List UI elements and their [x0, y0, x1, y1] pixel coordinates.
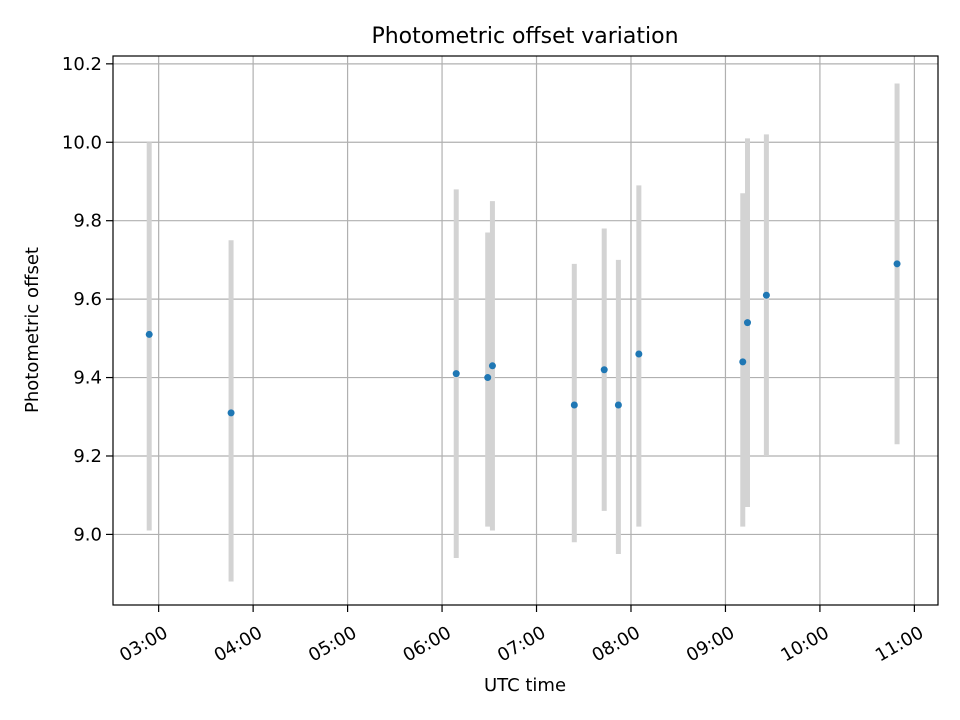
y-tick-label: 10.2: [62, 54, 102, 75]
plot-area-frame: [112, 55, 939, 606]
data-point: [635, 350, 643, 358]
data-point: [488, 362, 496, 370]
data-point: [739, 358, 747, 366]
data-point: [570, 401, 578, 409]
x-axis-label: UTC time: [484, 675, 566, 696]
data-point: [614, 401, 622, 409]
chart-title: Photometric offset variation: [371, 24, 678, 49]
data-point: [600, 366, 608, 374]
data-point: [762, 291, 770, 299]
data-point: [743, 319, 751, 327]
y-tick-label: 9.6: [73, 289, 102, 310]
y-tick-label: 10.0: [62, 132, 102, 153]
y-tick-label: 9.2: [73, 446, 102, 467]
data-points: [145, 260, 901, 417]
y-tick-label: 9.0: [73, 524, 102, 545]
data-point: [145, 330, 153, 338]
data-point: [484, 374, 492, 382]
y-tick-label: 9.4: [73, 368, 102, 389]
y-axis-label: Photometric offset: [22, 247, 43, 413]
data-point: [452, 370, 460, 378]
grid: [113, 56, 938, 605]
data-point: [893, 260, 901, 268]
y-tick-label: 9.8: [73, 211, 102, 232]
data-point: [227, 409, 235, 417]
